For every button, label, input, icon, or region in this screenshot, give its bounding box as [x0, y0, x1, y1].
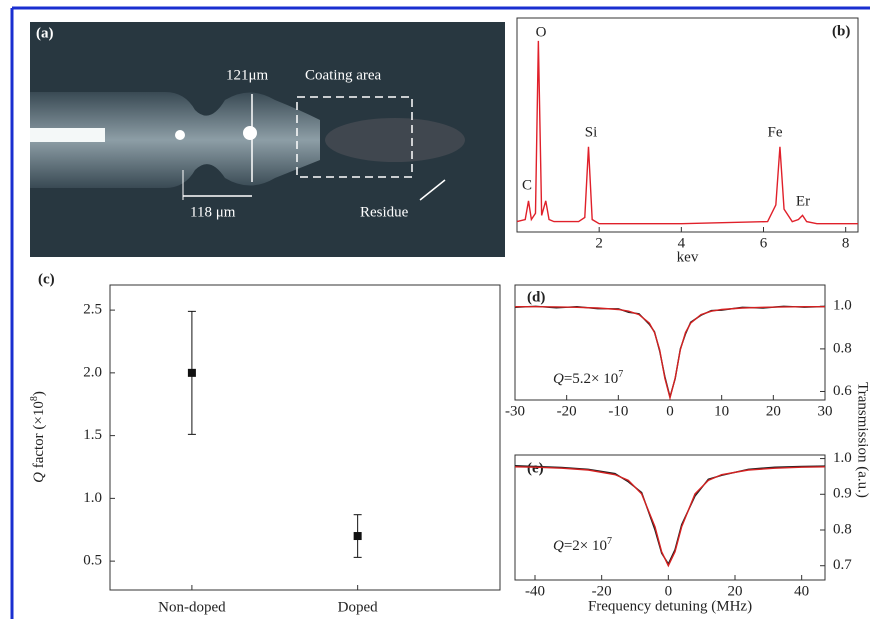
- y-tick-label: 0.8: [833, 521, 852, 537]
- y-tick-label: 2.0: [83, 364, 102, 380]
- text-part: 7: [618, 369, 623, 380]
- y-tick-label: 1.0: [83, 490, 102, 506]
- image-annotation: Coating area: [305, 67, 382, 83]
- peak-label: O: [536, 24, 547, 40]
- text-part: Q: [31, 472, 47, 483]
- image-annotation: 121μm: [226, 67, 269, 83]
- point: [353, 532, 362, 541]
- peak-label: Er: [796, 193, 810, 209]
- data-line: [515, 306, 825, 401]
- x-tick-label: 0: [665, 583, 673, 599]
- image-panel: [30, 22, 505, 257]
- fiber: [30, 92, 320, 188]
- coating-box: [296, 96, 413, 178]
- panel-label: (a): [36, 25, 54, 41]
- x-tick-label: -20: [592, 583, 612, 599]
- coating: [325, 118, 465, 162]
- x-tick-label: 6: [760, 235, 768, 251]
- image-annotation: Residue: [360, 204, 409, 220]
- y-tick-label: 0.6: [833, 383, 852, 399]
- peak-label: Si: [585, 124, 598, 140]
- x-axis-label: kev: [677, 249, 699, 265]
- data-line: [514, 466, 826, 568]
- x-tick-label: -20: [557, 403, 577, 419]
- x-tick-label: 10: [714, 403, 729, 419]
- x-tick-label: 8: [842, 235, 850, 251]
- y-tick-label: 0.9: [833, 486, 852, 502]
- y-tick-label: 0.7: [833, 557, 852, 573]
- data-line: [516, 40, 858, 225]
- panel-label: (d): [527, 289, 545, 305]
- glint: [175, 130, 185, 140]
- x-tick-label: 20: [728, 583, 743, 599]
- plot-frame: [516, 17, 859, 233]
- y-tick-label: 0.8: [833, 340, 852, 356]
- plot-frame: [514, 454, 826, 581]
- point: [187, 368, 196, 377]
- x-tick-label: 20: [766, 403, 781, 419]
- q-annotation: Q=5.2× 107: [553, 369, 623, 388]
- peak-label: C: [522, 177, 532, 193]
- text-part: 7: [607, 536, 612, 547]
- x-tick-label: 30: [818, 403, 833, 419]
- peak-label: Fe: [768, 124, 783, 140]
- y-tick-label: 2.5: [83, 302, 102, 318]
- x-axis-label: Frequency detuning (MHz): [588, 598, 752, 614]
- x-tick-label: 4: [678, 235, 686, 251]
- x-tick-label: -10: [608, 403, 628, 419]
- y-axis-label: Transmission (a.u.): [855, 382, 870, 498]
- x-tick-label: 40: [794, 583, 809, 599]
- text-part: factor (×10: [31, 401, 47, 472]
- x-tick-label: -40: [525, 583, 545, 599]
- text-part: Q: [553, 538, 564, 554]
- panel-label: (b): [832, 23, 850, 39]
- x-tick-label: Non-doped: [158, 599, 226, 615]
- y-tick-label: 1.0: [833, 298, 852, 314]
- text-part: ): [31, 391, 47, 396]
- data-line: [514, 465, 826, 566]
- pointer: [419, 179, 446, 201]
- panel-label: (e): [527, 460, 544, 476]
- y-tick-label: 0.5: [83, 553, 102, 569]
- text-part: =5.2× 10: [564, 371, 618, 387]
- fiber-core: [30, 128, 105, 142]
- y-tick-label: 1.5: [83, 427, 102, 443]
- text-part: =2× 10: [564, 538, 607, 554]
- glint: [243, 126, 257, 140]
- image-annotation: 118 μm: [190, 204, 236, 220]
- text-part: 8: [29, 396, 40, 401]
- y-tick-label: 1.0: [833, 450, 852, 466]
- text-part: Q: [553, 371, 564, 387]
- x-tick-label: Doped: [338, 599, 378, 615]
- x-tick-label: -30: [505, 403, 525, 419]
- x-tick-label: 0: [666, 403, 674, 419]
- x-tick-label: 2: [595, 235, 603, 251]
- q-annotation: Q=2× 107: [553, 536, 612, 555]
- y-axis-label: Q factor (×108): [29, 391, 48, 483]
- plot-frame: [109, 284, 501, 591]
- panel-label: (c): [38, 271, 55, 287]
